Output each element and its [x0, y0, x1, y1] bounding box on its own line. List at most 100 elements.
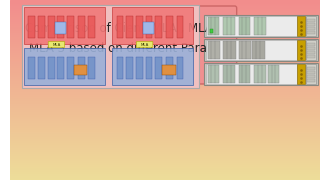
Bar: [10, 0, 320, 1]
Bar: [10, 107, 320, 108]
Bar: [10, 165, 320, 166]
Bar: [10, 60, 320, 61]
Bar: [88, 16, 95, 38]
Bar: [10, 17, 320, 18]
Bar: [10, 109, 320, 110]
Bar: [10, 131, 320, 132]
Bar: [10, 77, 320, 78]
Bar: [10, 139, 320, 140]
Bar: [155, 16, 162, 38]
Bar: [10, 121, 320, 122]
Text: MLA: MLA: [140, 42, 149, 46]
Bar: [10, 38, 320, 39]
Bar: [254, 65, 266, 83]
Bar: [10, 113, 320, 114]
Bar: [308, 67, 315, 70]
Bar: [10, 4, 320, 5]
Bar: [208, 65, 219, 83]
Bar: [10, 138, 320, 139]
Bar: [10, 10, 320, 11]
Bar: [10, 149, 320, 150]
Bar: [10, 11, 320, 12]
Bar: [10, 16, 320, 17]
Bar: [10, 73, 320, 74]
Bar: [210, 29, 213, 33]
Bar: [10, 54, 320, 55]
Bar: [177, 16, 183, 38]
Bar: [10, 170, 320, 171]
Bar: [136, 16, 143, 38]
Bar: [10, 51, 320, 52]
Bar: [10, 84, 320, 85]
Bar: [10, 19, 320, 20]
Bar: [10, 88, 320, 89]
Bar: [88, 57, 95, 79]
Bar: [10, 171, 320, 172]
Bar: [204, 63, 318, 85]
Bar: [54, 22, 66, 34]
Bar: [10, 106, 320, 107]
Bar: [223, 65, 235, 83]
Bar: [10, 52, 320, 53]
Bar: [10, 101, 320, 102]
Bar: [10, 1, 320, 2]
Bar: [10, 147, 320, 148]
Bar: [28, 57, 35, 79]
Bar: [10, 57, 320, 58]
Bar: [10, 166, 320, 167]
Bar: [10, 41, 320, 42]
Bar: [10, 44, 320, 45]
Bar: [146, 16, 152, 38]
Bar: [10, 74, 320, 75]
Bar: [10, 45, 320, 46]
Bar: [10, 168, 320, 169]
Bar: [10, 114, 320, 115]
Bar: [10, 92, 320, 93]
Bar: [208, 17, 219, 35]
Bar: [10, 80, 320, 81]
Bar: [10, 119, 320, 120]
Bar: [10, 29, 320, 30]
Bar: [126, 57, 133, 79]
Bar: [239, 17, 250, 35]
FancyBboxPatch shape: [48, 42, 65, 48]
Bar: [10, 30, 320, 31]
Bar: [10, 102, 320, 103]
Bar: [10, 175, 320, 176]
Bar: [10, 5, 320, 6]
Bar: [10, 49, 320, 50]
Bar: [10, 158, 320, 159]
Bar: [10, 95, 320, 96]
Bar: [297, 16, 306, 36]
Bar: [10, 32, 320, 33]
Bar: [23, 48, 105, 85]
Bar: [308, 31, 315, 34]
Bar: [10, 96, 320, 97]
Bar: [10, 153, 320, 154]
Bar: [10, 150, 320, 151]
Bar: [10, 156, 320, 157]
Bar: [10, 128, 320, 129]
Bar: [10, 78, 320, 79]
Bar: [223, 41, 236, 59]
Bar: [10, 59, 320, 60]
Bar: [136, 57, 143, 79]
Bar: [10, 91, 320, 92]
Bar: [10, 161, 320, 162]
Bar: [10, 152, 320, 153]
Bar: [57, 57, 64, 79]
Bar: [10, 39, 320, 40]
Bar: [10, 63, 320, 64]
Bar: [206, 16, 297, 36]
Bar: [177, 57, 183, 79]
Bar: [308, 79, 315, 82]
Bar: [10, 61, 320, 62]
Bar: [10, 82, 320, 83]
Bar: [10, 97, 320, 98]
Bar: [10, 151, 320, 152]
Bar: [67, 57, 74, 79]
Bar: [10, 159, 320, 160]
Bar: [10, 85, 320, 86]
Bar: [162, 65, 176, 75]
Bar: [308, 75, 315, 78]
